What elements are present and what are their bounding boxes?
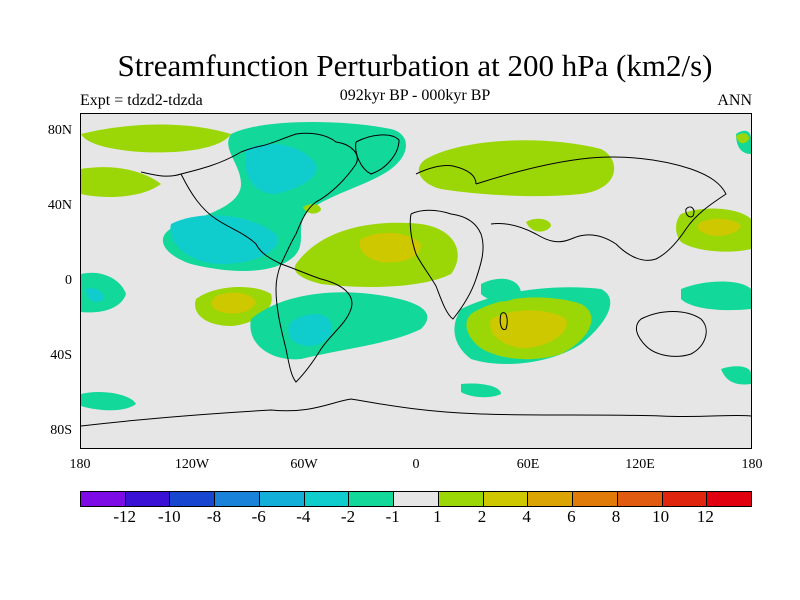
coastlines (81, 132, 751, 427)
contour-neg-2 (245, 144, 317, 194)
map-plot-area (80, 113, 752, 449)
colorbar-segment (215, 492, 260, 506)
contour-pos-sb3 (461, 383, 501, 398)
contour-field (81, 122, 751, 411)
colorbar-label: -10 (157, 507, 181, 526)
colorbar-segment (438, 492, 484, 506)
coast-japan (685, 206, 695, 218)
contour-pos-eurasia (418, 140, 615, 197)
experiment-label: Expt = tdzd2-tdzda (80, 92, 203, 109)
colorbar-segment (394, 492, 439, 506)
contour-pos-atlantic-core (359, 232, 421, 263)
colorbar-segment (662, 492, 708, 506)
contour-neg-epac (81, 272, 126, 313)
colorbar-label: -12 (113, 507, 136, 526)
lon-label-0: 0 (412, 457, 420, 472)
colorbar-label: 2 (477, 507, 487, 526)
lon-label-60w: 60W (290, 457, 318, 472)
colorbar-label: 12 (696, 507, 714, 526)
colorbar-segment (81, 492, 126, 506)
coast-asia (475, 156, 727, 261)
season-label: ANN (717, 92, 752, 109)
lon-label-60e: 60E (516, 457, 540, 472)
contour-neg-samerica-core (288, 314, 332, 346)
coast-antarctica (81, 398, 751, 427)
contour-pos-wpac-core (697, 218, 741, 236)
colorbar-label: -1 (385, 507, 400, 526)
colorbar-segment (573, 492, 618, 506)
colorbar-label: 8 (611, 507, 621, 526)
lat-label-80n: 80N (47, 123, 72, 138)
chart-subtitle: 092kyr BP - 000kyr BP (339, 87, 491, 104)
coast-madagascar (499, 312, 508, 331)
chart-title: Streamfunction Perturbation at 200 hPa (… (117, 48, 713, 83)
lon-label-180w: 180 (69, 457, 91, 472)
colorbar-segment (349, 492, 395, 506)
coast-greenland (355, 134, 400, 175)
colorbar-segment (617, 492, 663, 506)
colorbar-segment (259, 492, 305, 506)
colorbar-segment (707, 492, 752, 506)
contour-pos-sb2 (721, 366, 751, 385)
lon-label-120e: 120E (625, 457, 655, 472)
lon-label-120w: 120W (174, 457, 210, 472)
contour-neg-epac-core (86, 288, 104, 302)
colorbar-label: 10 (652, 507, 670, 526)
contour-pos-npac (736, 133, 749, 144)
colorbar-label: -6 (251, 507, 266, 526)
colorbar (80, 491, 752, 507)
colorbar-segment (483, 492, 529, 506)
lat-label-0: 0 (65, 273, 72, 288)
colorbar-label: -4 (296, 507, 311, 526)
contour-neg-nafr (481, 278, 521, 302)
colorbar-segment (170, 492, 216, 506)
coast-north-america (140, 132, 358, 265)
lat-label-80s: 80S (50, 423, 72, 438)
coast-europe-africa (409, 165, 484, 320)
colorbar-label: 1 (433, 507, 442, 526)
coast-south-america (275, 263, 353, 383)
lon-label-180e: 180 (741, 457, 763, 472)
colorbar-segment (528, 492, 574, 506)
contour-pos-2 (81, 167, 161, 197)
contour-neg-3 (170, 215, 278, 264)
coast-australia (635, 311, 707, 357)
contour-pos-wpac2 (681, 281, 751, 311)
contour-pos-spot-indian (526, 218, 551, 232)
colorbar-label: 6 (567, 507, 576, 526)
colorbar-segment (125, 492, 171, 506)
contour-neg-samerica (250, 292, 428, 360)
lat-label-40n: 40N (47, 198, 72, 213)
colorbar-segment (304, 492, 350, 506)
contour-pos-spacific-core (211, 292, 256, 314)
colorbar-label: -2 (340, 507, 356, 526)
contour-pos-sb (81, 392, 136, 411)
contour-pos-arctic (81, 124, 231, 153)
contour-pos-sindian-core (490, 310, 567, 348)
colorbar-label: 4 (522, 507, 531, 526)
colorbar-label: -8 (206, 507, 222, 526)
lat-label-40s: 40S (50, 348, 72, 363)
